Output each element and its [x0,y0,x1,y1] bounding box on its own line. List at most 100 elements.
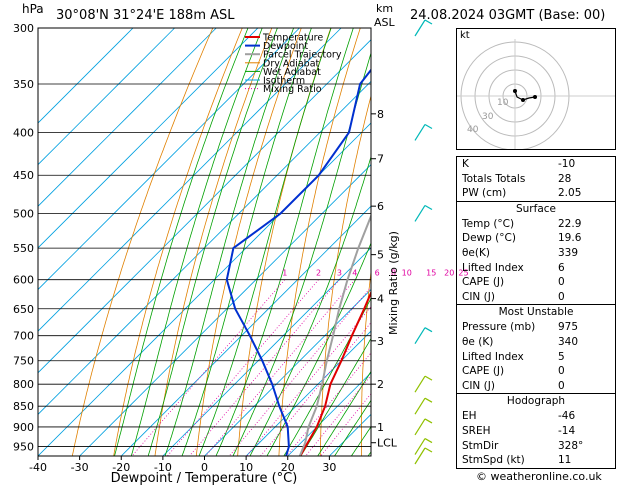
wet-adiabat-line [334,399,371,456]
isotherm-line [245,330,371,456]
mixing-ratio-label: 4 [352,269,357,278]
wind-barbs [414,19,433,465]
wind-barb [414,447,426,465]
wet-adiabat-line [317,370,371,456]
dry-adiabat-line [113,28,243,456]
pressure-tick-label: 900 [13,421,34,434]
x-tick-label: 0 [201,461,208,474]
wind-barb-flag [424,397,433,403]
isotherm-line [38,28,342,332]
copyright-label: © weatheronline.co.uk [476,470,602,483]
mu-li-value: 5 [558,350,565,363]
x-tick-label: -20 [112,461,130,474]
surface-temp-value: 22.9 [558,217,582,230]
mixing-ratio-label: 20 [444,269,454,278]
hodograph-title: Hodograph [506,395,566,408]
hodo-ring-40: 40 [467,125,479,135]
wind-barb [414,19,426,37]
pressure-tick-label: 950 [13,441,34,454]
pressure-tick-label: 600 [13,274,34,287]
wind-barb-flag [424,19,433,25]
legend-entry: Mixing Ratio [263,84,322,95]
dry-adiabat-line [71,28,214,456]
km-tick-label: 1 [377,421,384,434]
km-tick-label: 4 [377,293,384,306]
wet-adiabat-line [130,28,263,456]
pressure-tick-label: 750 [13,355,34,368]
legend-entry: Temperature [262,33,323,44]
pressure-tick-label: 800 [13,378,34,391]
mixing-ratio-label: 6 [375,269,380,278]
isotherm-line [162,247,371,456]
isotherm-line [38,28,217,207]
dry-adiabat-line [618,28,629,456]
isotherm-line [287,372,371,456]
dewpoint-line [225,68,371,456]
mixing-ratio-label: 15 [426,269,436,278]
wind-barb [414,397,426,415]
hodograph: kt 40 30 10 [456,28,616,150]
stmdir-value: 328° [558,439,584,452]
x-tick-label: 20 [281,461,295,474]
wind-barb-flag [424,327,433,333]
isotherm-line [204,288,371,456]
wet-adiabat-line [147,28,278,456]
mixing-ratio-line [228,286,371,456]
isotherm-line [38,122,371,456]
x-tick-label: 10 [239,461,253,474]
isotherm-line [79,164,371,456]
surface-theta-value: 339 [558,246,579,259]
mu-cin-value: 0 [558,379,565,392]
hodo-ring-30: 30 [482,112,494,122]
isotherm-line [38,39,371,374]
mixing-ratio-axis-label: Mixing Ratio (g/kg) [387,231,400,335]
eh-value: -46 [558,410,576,423]
mixing-ratio-label: 2 [316,269,321,278]
isotherm-line [120,205,371,456]
surface-li-value: 6 [558,261,565,274]
x-tick-label: 30 [322,461,336,474]
wind-barb-flag [424,123,433,129]
dry-adiabat-line [154,28,273,456]
km-tick-label: 8 [377,108,384,121]
mixing-ratio-line [131,279,286,456]
totals-totals-value: 28 [558,172,572,185]
pressure-tick-label: 500 [13,207,34,220]
km-tick-label: 5 [377,249,384,262]
wind-barb-flag [424,204,433,211]
wind-barb-flag [424,375,433,381]
isotherm-line [38,80,371,415]
wind-barb [414,418,426,436]
parcel-trajectory-line [298,213,371,456]
legend-entry: Parcel Trajectory [263,50,342,61]
mixing-ratio-label: 10 [402,269,412,278]
km-label: km [376,2,394,15]
mixing-ratio-line [260,321,371,456]
sreh-value: -14 [558,424,576,437]
x-tick-label: -10 [154,461,172,474]
mixing-ratio-line [205,279,356,456]
stability-indices-table: K -10 Totals Totals 28 PW (cm) 2.05 Surface… [456,156,616,469]
datetime-label: 24.08.2024 03GMT (Base: 00) [410,8,606,23]
wind-barb [414,205,426,222]
wind-barb-flag [424,438,433,444]
x-axis-label: Dewpoint / Temperature (°C) [111,471,298,486]
isotherm-line [38,28,175,166]
k-index-value: -10 [558,158,576,170]
mixing-ratio-label: 8 [391,269,396,278]
wet-adiabat-line [300,337,371,456]
stmspd-value: 11 [558,454,572,467]
hodograph-plot: 40 30 10 [457,39,615,149]
km-tick-label: 3 [377,335,384,348]
x-tick-label: -40 [29,461,47,474]
asl-label: ASL [374,16,395,29]
mixing-ratio-label: 25 [458,269,468,278]
dry-adiabat-line [319,94,371,456]
legend-entry: Dewpoint [263,41,308,52]
hpa-label: hPa [22,2,44,16]
pressure-tick-label: 550 [13,242,34,255]
pressure-tick-label: 450 [13,169,34,182]
wind-barb [414,438,426,455]
wind-barb-flag [424,447,433,453]
